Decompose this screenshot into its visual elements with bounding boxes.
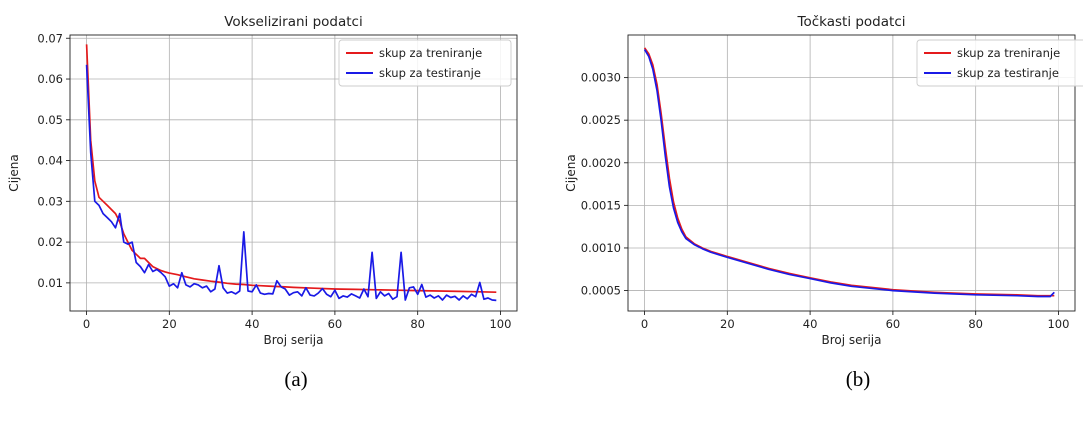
y-tick-label: 0.06 (37, 72, 63, 86)
plot-frame (627, 34, 1076, 312)
chart-voxelized: 0 20 40 60 80 100 0.01 0.02 0.03 0.04 0.05 0.06 0.07… (7, 14, 518, 347)
x-tick-label: 80 (410, 317, 425, 331)
legend-label-train: skup za treniranje (957, 46, 1060, 60)
y-axis-label: Cijena (564, 154, 578, 191)
x-axis-label: Broj serija (264, 333, 324, 347)
chart-title: Vokselizirani podatci (224, 14, 363, 30)
x-tick-label: 100 (1047, 317, 1069, 331)
y-axis-label: Cijena (7, 154, 21, 191)
y-tick-label: 0.0015 (581, 198, 621, 212)
chart-title: Točkasti podatci (797, 14, 906, 30)
legend-label-train: skup za treniranje (379, 46, 482, 60)
y-tick-label: 0.0010 (581, 241, 621, 255)
series-line-test (85, 64, 497, 302)
legend-label-test: skup za testiranje (379, 66, 481, 80)
y-tick-label: 0.0005 (581, 284, 621, 298)
x-tick-label: 20 (162, 317, 177, 331)
x-tick-label: 40 (245, 317, 260, 331)
legend: skup za treniranje skup za testiranje (916, 39, 1083, 87)
legend-label-test: skup za testiranje (957, 66, 1059, 80)
y-tick-label: 0.0020 (581, 156, 621, 170)
y-tick-label: 0.0030 (581, 71, 621, 85)
legend-box (916, 39, 1083, 87)
y-tick-label: 0.05 (37, 113, 63, 127)
x-tick-label: 40 (803, 317, 818, 331)
x-tick-label: 60 (886, 317, 901, 331)
x-axis-label: Broj serija (822, 333, 882, 347)
x-tick-label: 0 (83, 317, 90, 331)
plot-frame (69, 34, 518, 312)
caption-a: (a) (284, 367, 307, 391)
y-tick-label: 0.03 (37, 194, 63, 208)
y-tick-label: 0.07 (37, 31, 63, 45)
y-tick-label: 0.04 (37, 154, 63, 168)
y-tick-label: 0.02 (37, 235, 63, 249)
x-tick-label: 0 (641, 317, 648, 331)
caption-b: (b) (846, 367, 871, 391)
chart-points: 0 20 40 60 80 100 0.0005 0.0010 0.0015 0.0020 0.00… (564, 14, 1083, 347)
x-tick-label: 60 (328, 317, 343, 331)
y-tick-label: 0.01 (37, 276, 63, 290)
y-tick-label: 0.0025 (581, 113, 621, 127)
legend-box (338, 39, 512, 87)
x-tick-label: 80 (968, 317, 983, 331)
series-line-train (85, 44, 497, 294)
legend: skup za treniranje skup za testiranje (338, 39, 512, 87)
x-tick-label: 100 (489, 317, 511, 331)
series-line-test (643, 49, 1055, 298)
x-tick-label: 20 (720, 317, 735, 331)
